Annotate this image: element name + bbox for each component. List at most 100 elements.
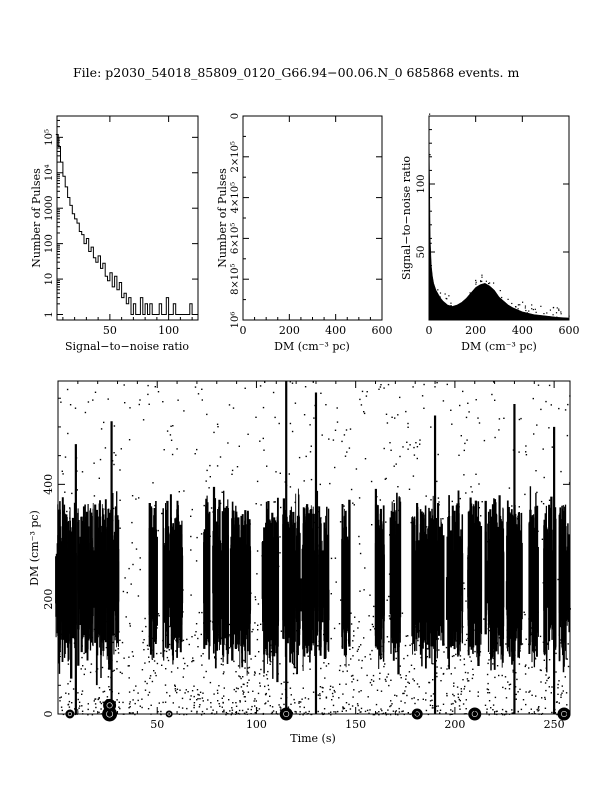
dm-vs-time-point xyxy=(544,682,547,684)
dm-vs-time-point xyxy=(556,713,558,716)
dm-vs-time-point xyxy=(279,709,282,711)
dm-vs-time-point xyxy=(429,700,432,702)
dm-vs-time-point xyxy=(492,704,495,706)
dm-vs-time-point xyxy=(81,656,83,659)
dm-vs-time-point xyxy=(463,449,465,452)
snr-vs-dm-point xyxy=(522,301,524,303)
dm-vs-time-point xyxy=(330,714,332,716)
dm-vs-time-point xyxy=(178,706,180,708)
snr-histogram-xtick-label: 50 xyxy=(103,324,117,337)
dm-vs-time-point xyxy=(216,423,219,425)
dm-vs-time-point xyxy=(436,480,438,483)
dm-vs-time-point xyxy=(102,691,104,693)
dm-vs-time-point xyxy=(64,456,67,458)
dm-vs-time-point xyxy=(309,668,311,670)
dm-vs-time-point xyxy=(237,712,240,715)
dm-vs-time-point xyxy=(271,711,274,713)
dm-vs-time-point xyxy=(68,693,70,695)
dm-vs-time-point xyxy=(81,710,84,712)
dm-vs-time-point xyxy=(254,622,256,624)
dm-vs-time-point xyxy=(459,659,462,661)
dm-vs-time-point xyxy=(307,713,309,715)
dm-vs-time-point xyxy=(524,493,526,496)
dm-vs-time-point xyxy=(488,714,490,716)
dm-vs-time-point xyxy=(498,429,500,431)
dm-vs-time-point xyxy=(148,691,151,694)
snr-histogram-ytick-label: 10⁴ xyxy=(44,164,55,181)
dm-vs-time-point xyxy=(201,697,204,699)
dm-vs-time-point xyxy=(507,681,509,683)
snr-histogram-panel: 50 100 1 10 100 1000 10⁴ 10⁵ Signal−to−noise ra… xyxy=(30,115,199,353)
dm-vs-time-point xyxy=(486,708,488,710)
dm-vs-time-point xyxy=(356,679,359,682)
dm-vs-time-point xyxy=(227,713,229,715)
dm-vs-time-point xyxy=(407,712,409,714)
dm-vs-time-point xyxy=(412,475,415,477)
dm-vs-time-point xyxy=(205,480,207,482)
dm-vs-time-point xyxy=(160,710,162,713)
dm-vs-time-point xyxy=(198,706,201,708)
dm-vs-time-burst-core xyxy=(59,550,73,608)
snr-histogram-ytick-label: 1 xyxy=(44,311,55,317)
dm-vs-time-point xyxy=(384,678,387,681)
dm-vs-time-point xyxy=(228,699,230,701)
dm-vs-time-point xyxy=(222,673,225,675)
dm-vs-time-point xyxy=(218,685,220,687)
dm-vs-time-point xyxy=(543,476,545,479)
dm-vs-time-xlabel: Time (s) xyxy=(290,732,336,745)
dm-vs-time-burst-core xyxy=(488,550,501,608)
dm-vs-time-point xyxy=(555,652,557,655)
dm-vs-time-point xyxy=(412,678,414,680)
snr-vs-dm-point xyxy=(481,280,483,282)
dm-vs-time-point xyxy=(479,651,482,653)
dm-vs-time-point xyxy=(217,700,219,702)
dm-vs-time-point xyxy=(168,643,171,646)
dm-vs-time-point xyxy=(361,659,363,662)
dm-vs-time-point xyxy=(283,703,285,706)
dm-vs-time-point xyxy=(89,671,92,674)
dm-vs-time-point xyxy=(164,701,167,703)
dm-vs-time-point xyxy=(467,402,469,404)
dm-vs-time-point xyxy=(352,696,354,698)
dm-vs-time-point xyxy=(280,707,282,709)
dm-vs-time-point xyxy=(217,692,219,694)
dm-vs-time-point xyxy=(349,648,351,650)
dm-vs-time-point xyxy=(379,499,381,501)
dm-vs-time-point xyxy=(525,691,527,693)
dm-vs-time-point xyxy=(103,690,106,693)
dm-vs-time-point xyxy=(278,422,280,425)
dm-vs-time-point xyxy=(501,674,503,677)
dm-vs-time-point xyxy=(567,403,569,406)
dm-vs-time-point xyxy=(305,711,307,713)
dm-vs-time-point xyxy=(290,703,292,705)
dm-vs-time-point xyxy=(209,476,211,478)
dm-vs-time-point xyxy=(115,454,117,456)
dm-vs-time-point xyxy=(435,705,437,707)
dm-vs-time-point xyxy=(386,636,389,638)
dm-vs-time-point xyxy=(494,696,497,699)
dm-vs-time-point xyxy=(196,689,199,691)
dm-vs-time-point xyxy=(165,650,168,653)
dm-vs-time-point xyxy=(425,526,428,528)
dm-vs-time-xtick-label: 250 xyxy=(544,718,565,731)
dm-vs-time-point xyxy=(254,698,256,700)
dm-vs-time-point xyxy=(298,701,300,703)
dm-vs-time-point xyxy=(322,713,324,716)
dm-vs-time-point xyxy=(393,500,395,502)
dm-vs-time-point xyxy=(503,714,506,716)
dm-vs-time-point xyxy=(131,651,134,653)
dm-vs-time-point xyxy=(193,685,195,687)
dm-vs-time-point xyxy=(132,712,134,714)
snr-vs-dm-point xyxy=(475,281,477,283)
dm-vs-time-point xyxy=(217,426,219,428)
dm-vs-time-point xyxy=(259,440,261,442)
dm-vs-time-point xyxy=(60,706,63,708)
dm-vs-time-point xyxy=(203,712,205,715)
dm-vs-time-point xyxy=(81,705,83,707)
dm-vs-time-point xyxy=(475,399,477,401)
dm-vs-time-point xyxy=(176,688,179,690)
snr-vs-dm-ytick-label: 50 xyxy=(416,246,427,259)
dm-vs-time-point xyxy=(349,428,352,430)
dm-vs-time-point xyxy=(141,630,144,632)
dm-vs-time-point xyxy=(279,552,281,554)
